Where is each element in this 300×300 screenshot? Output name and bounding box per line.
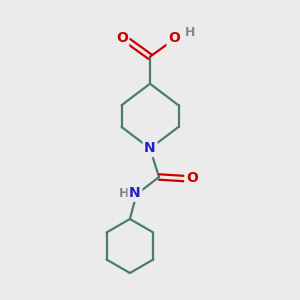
- Text: N: N: [129, 186, 141, 200]
- Text: H: H: [185, 26, 195, 39]
- Text: O: O: [116, 31, 128, 45]
- Text: N: N: [144, 142, 156, 155]
- Text: H: H: [119, 187, 129, 200]
- Text: O: O: [168, 31, 180, 45]
- Text: O: O: [186, 172, 198, 185]
